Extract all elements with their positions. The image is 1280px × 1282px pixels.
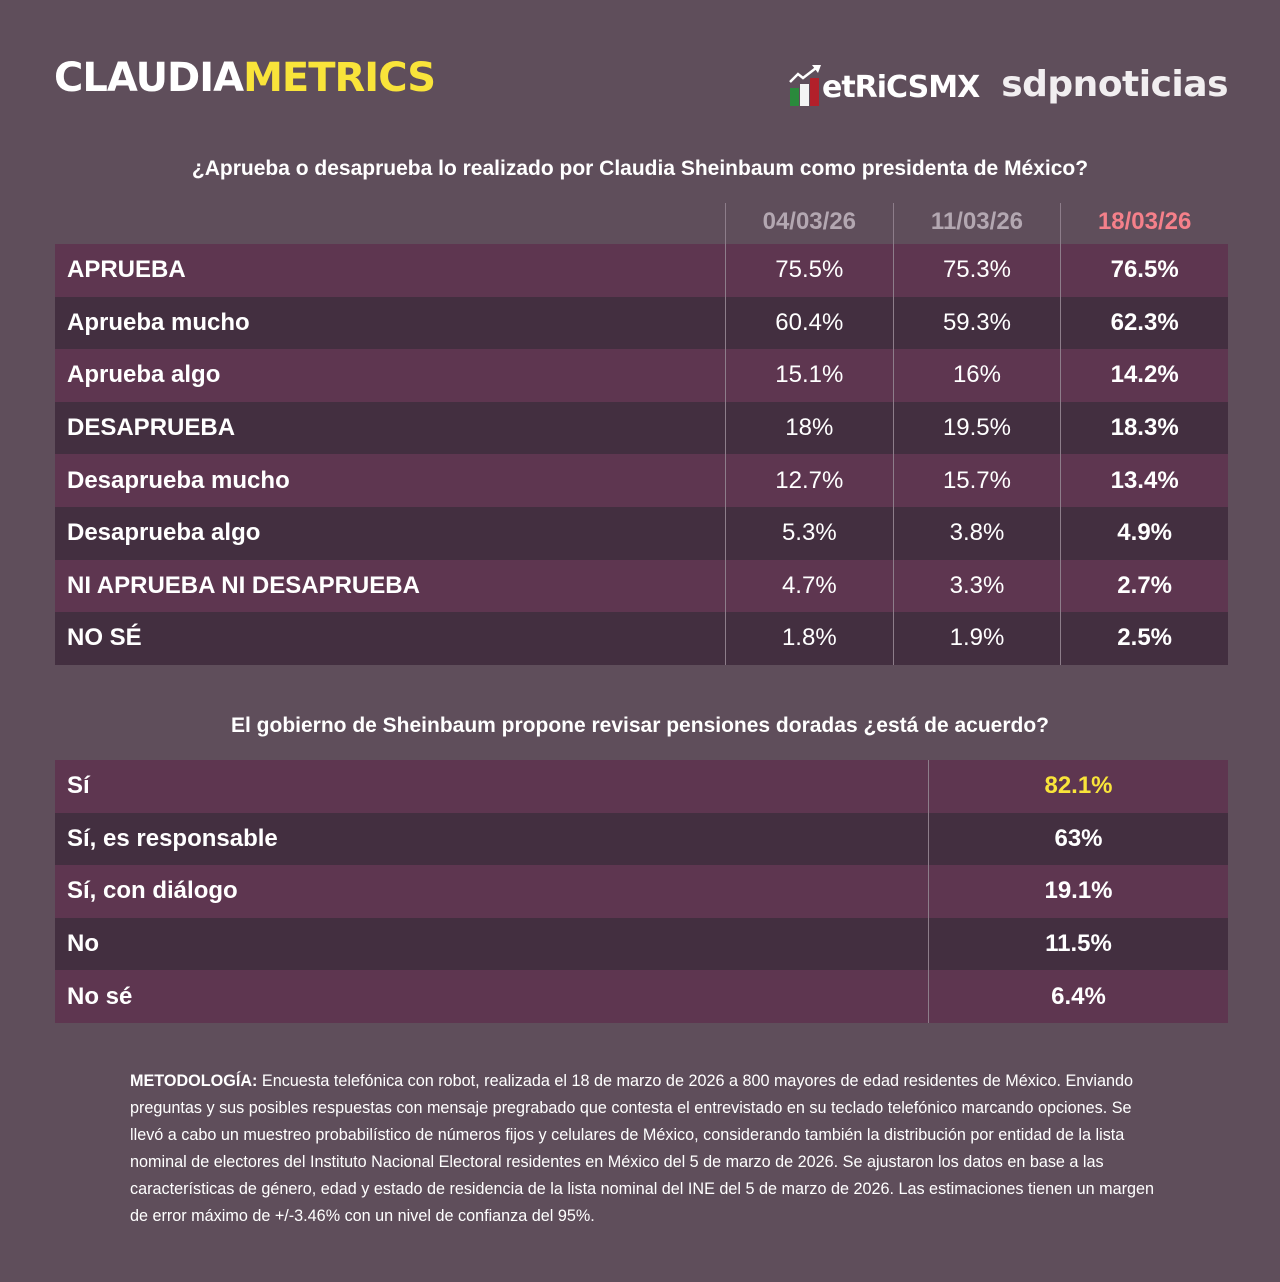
row-value-latest: 2.5% [1060, 612, 1228, 665]
row-value: 18% [724, 401, 893, 455]
row-value: 5.3% [724, 506, 893, 560]
row-label: Desaprueba algo [67, 519, 261, 547]
pensions-question: El gobierno de Sheinbaum propone revisar… [230, 714, 1050, 737]
row-value: 4.7% [724, 559, 893, 613]
row-value: 1.9% [892, 612, 1061, 665]
approval-table-header: 04/03/26 11/03/26 18/03/26 [55, 203, 1228, 244]
row-label: NO SÉ [67, 624, 142, 652]
row-value: 63% [928, 812, 1228, 866]
row-value: 19.5% [892, 401, 1061, 455]
row-value: 12.7% [724, 454, 893, 507]
table-row: NI APRUEBA NI DESAPRUEBA 4.7% 3.3% 2.7% [55, 559, 1228, 613]
row-label: NI APRUEBA NI DESAPRUEBA [67, 571, 420, 599]
column-date-1: 04/03/26 [724, 203, 893, 244]
table-row: NO SÉ 1.8% 1.9% 2.5% [55, 612, 1228, 665]
row-value-latest: 13.4% [1060, 454, 1228, 507]
column-date-3: 18/03/26 [1060, 203, 1228, 244]
row-value-latest: 2.7% [1060, 559, 1228, 613]
methodology-text: Encuesta telefónica con robot, realizada… [130, 1072, 1155, 1225]
approval-table: 04/03/26 11/03/26 18/03/26 APRUEBA 75.5%… [55, 203, 1228, 665]
row-label: APRUEBA [67, 256, 186, 284]
row-label: DESAPRUEBA [67, 414, 236, 442]
approval-question: ¿Aprueba o desaprueba lo realizado por C… [191, 157, 1089, 180]
pensions-table: Sí 82.1% Sí, es responsable 63% Sí, con … [55, 760, 1228, 1023]
row-value: 3.8% [892, 506, 1061, 560]
table-row: Desaprueba mucho 12.7% 15.7% 13.4% [55, 454, 1228, 507]
row-label: Sí, con diálogo [67, 877, 238, 905]
row-value: 3.3% [892, 559, 1061, 613]
claudiametrics-logo: CLAUDIAMETRICS [54, 55, 436, 101]
chart-trend-icon [788, 64, 822, 108]
row-value-latest: 4.9% [1060, 506, 1228, 560]
table-row: Aprueba mucho 60.4% 59.3% 62.3% [55, 296, 1228, 350]
row-label: Sí [67, 772, 90, 800]
partner-logos: etRiCSMX sdpnoticias [788, 60, 1228, 108]
table-row: Sí, con diálogo 19.1% [55, 865, 1228, 918]
table-row: No sé 6.4% [55, 970, 1228, 1023]
row-value: 11.5% [928, 917, 1228, 971]
row-value: 75.3% [892, 244, 1061, 297]
row-value-latest: 62.3% [1060, 296, 1228, 350]
row-label: Sí, es responsable [67, 824, 278, 852]
sdpnoticias-logo: sdpnoticias [1001, 63, 1228, 105]
row-value: 19.1% [928, 865, 1228, 918]
row-value-highlight: 82.1% [928, 760, 1228, 813]
table-row: Aprueba algo 15.1% 16% 14.2% [55, 349, 1228, 402]
row-value: 15.7% [892, 454, 1061, 507]
row-value-latest: 76.5% [1060, 244, 1228, 297]
row-value: 60.4% [724, 296, 893, 350]
metricsmx-logo: etRiCSMX [788, 60, 980, 108]
table-row: Sí 82.1% [55, 760, 1228, 813]
row-value: 16% [892, 349, 1061, 402]
table-row: Sí, es responsable 63% [55, 812, 1228, 866]
row-label: Desaprueba mucho [67, 466, 290, 494]
row-label: Aprueba algo [67, 361, 221, 389]
row-label: Aprueba mucho [67, 308, 250, 336]
table-row: No 11.5% [55, 917, 1228, 971]
table-row: DESAPRUEBA 18% 19.5% 18.3% [55, 401, 1228, 455]
brand-part2: METRICS [243, 55, 436, 101]
table-row: APRUEBA 75.5% 75.3% 76.5% [55, 244, 1228, 297]
column-date-2: 11/03/26 [892, 203, 1061, 244]
metricsmx-text: etRiCSMX [821, 70, 980, 105]
row-value: 1.8% [724, 612, 893, 665]
row-value: 75.5% [724, 244, 893, 297]
row-value: 15.1% [724, 349, 893, 402]
row-value: 6.4% [928, 970, 1228, 1023]
row-value: 59.3% [892, 296, 1061, 350]
methodology-note: METODOLOGÍA: Encuesta telefónica con rob… [130, 1068, 1160, 1230]
row-label: No [67, 930, 99, 958]
row-value-latest: 18.3% [1060, 401, 1228, 455]
brand-part1: CLAUDIA [54, 55, 244, 101]
row-value-latest: 14.2% [1060, 349, 1228, 402]
table-row: Desaprueba algo 5.3% 3.8% 4.9% [55, 506, 1228, 560]
row-label: No sé [67, 982, 133, 1010]
methodology-label: METODOLOGÍA: [130, 1072, 258, 1090]
